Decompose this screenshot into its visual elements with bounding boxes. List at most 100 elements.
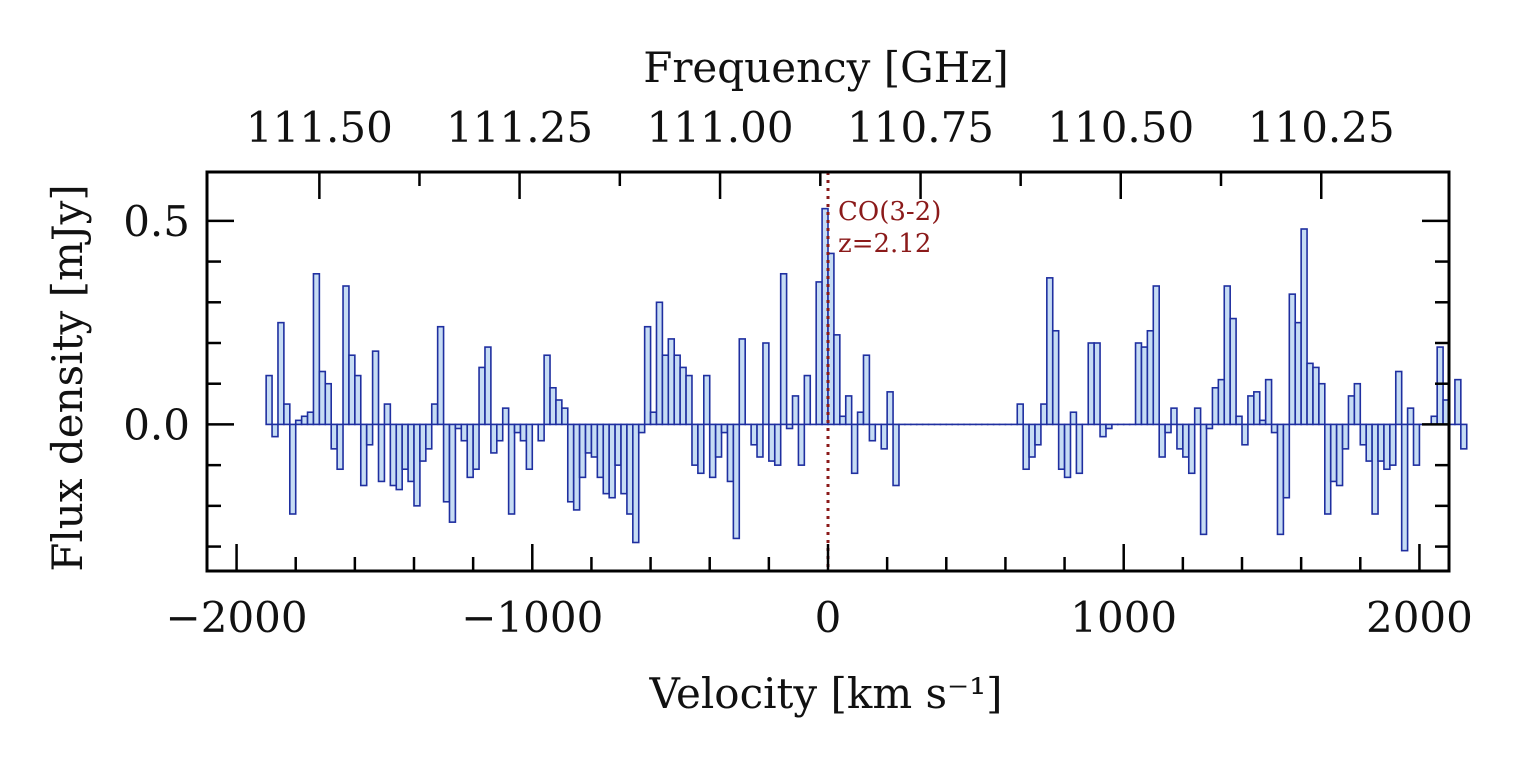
spectrum-bar [815, 281, 823, 426]
spectrum-bar [839, 415, 847, 426]
spectrum-bar [507, 423, 516, 515]
spectrum-bar [555, 399, 563, 426]
spectrum-bar [1075, 423, 1084, 475]
top-axis-title: Frequency [GHz] [643, 43, 1009, 92]
spectrum-bar [578, 423, 587, 479]
spectrum-bar [1205, 423, 1214, 430]
spectrum-bar [679, 366, 687, 426]
spectrum-bar [791, 395, 800, 426]
spectrum-bar [1347, 395, 1356, 426]
spectrum-bar [1057, 423, 1066, 471]
spectrum-bar [880, 423, 888, 450]
spectrum-bar [1069, 411, 1078, 426]
spectrum-bar [484, 346, 492, 426]
spectrum-bar [1324, 423, 1332, 515]
spectrum-bar [862, 354, 871, 426]
spectrum-bar [425, 423, 433, 450]
spectrum-bar [318, 370, 327, 426]
spectrum-bar [466, 423, 474, 479]
spectrum-bar [407, 423, 415, 483]
spectrum-bar [1193, 407, 1202, 426]
spectrum-bar [691, 423, 699, 466]
spectrum-bar [756, 423, 764, 458]
spectrum-bar [1412, 423, 1421, 466]
spectrum-bar [1400, 423, 1409, 552]
spectrum-bar [1176, 423, 1184, 450]
spectrum-bar [472, 423, 480, 471]
spectrum-bar [495, 423, 504, 442]
spectrum-bar [1253, 391, 1261, 426]
spectrum-bar [773, 423, 782, 466]
spectrum-bar [850, 423, 859, 475]
axis-tick-labels: −2000 −1000 0 1000 2000 111.50 111.25 111.00 110… [123, 103, 1473, 642]
spectrum-bar [389, 423, 398, 487]
spectrum-bar [265, 374, 273, 426]
spectrum-bar [1270, 423, 1279, 434]
spectrum-bar [294, 419, 303, 426]
tick-label: 110.25 [1248, 103, 1395, 152]
spectrum-bar [300, 415, 309, 426]
spectrum-bar [697, 423, 705, 475]
spectrum-bar [572, 423, 581, 511]
spectrum-bar [312, 272, 321, 426]
spectrum-bar [649, 411, 658, 426]
spectrum-bar [1134, 342, 1143, 426]
tick-label: 110.75 [847, 103, 994, 152]
spectrum-bar [1264, 378, 1273, 426]
tick-label: 1000 [1070, 593, 1177, 642]
spectrum-bar [1152, 285, 1161, 426]
tick-label: 111.25 [446, 103, 593, 152]
spectrum-bar [1016, 403, 1024, 426]
axis-ticks [207, 172, 1449, 571]
spectrum-bar [478, 366, 486, 426]
spectrum-bar [1164, 423, 1172, 434]
spectrum-bar [537, 423, 545, 442]
spectrum-bar [371, 350, 380, 426]
spectrum-bar [708, 423, 717, 479]
spectrum-bar [419, 423, 427, 462]
spectrum-bar [1022, 423, 1030, 471]
spectrum-bar [1306, 362, 1314, 426]
spectrum-bar [614, 423, 622, 466]
spectrum-bar [383, 403, 392, 426]
x-axis-title: Velocity [km s⁻¹] [649, 669, 1003, 718]
spectrum-bar [1211, 386, 1220, 426]
spectrum-bar [1034, 423, 1042, 446]
spectrum-bar [1394, 370, 1403, 426]
spectrum-bar [750, 423, 758, 446]
spectrum-bar [1087, 342, 1095, 426]
spectrum-bar [1454, 378, 1462, 426]
spectrum-bar [1460, 423, 1468, 450]
spectrum-bar [626, 423, 634, 515]
spectrum-bar [738, 338, 746, 426]
spectrum-bar [1051, 329, 1060, 426]
spectrum-bar [685, 374, 693, 426]
spectrum-bar [1341, 423, 1350, 450]
spectrum-bar [1235, 415, 1243, 426]
spectrum-bar [1389, 423, 1397, 466]
spectrum-bar [324, 382, 332, 426]
spectrum-bar [1406, 407, 1415, 426]
spectrum-bar [336, 423, 344, 471]
spectrum-bar [1229, 317, 1237, 426]
spectrum-bar [673, 354, 681, 426]
spectrum-bar [726, 423, 735, 483]
spectrum-bar [620, 423, 628, 495]
spectrum-bar [1063, 423, 1072, 479]
spectrum-bar [354, 374, 362, 426]
spectrum-bar [460, 423, 469, 442]
spectrum-bar [1093, 342, 1101, 426]
spectrum-bar [1318, 382, 1326, 426]
spectrum-bar [283, 403, 291, 426]
spectrum-bar [1099, 423, 1107, 438]
spectrum-bar [395, 423, 403, 491]
spectrum-bar [519, 423, 528, 442]
spectrum-bar [401, 423, 409, 471]
line-annotation-species: CO(3-2) [838, 197, 941, 227]
spectrum-bar [543, 354, 551, 426]
spectrum-bar [720, 423, 729, 434]
tick-label: −2000 [166, 593, 308, 642]
spectrum-bars [265, 207, 1468, 552]
spectrum-bar [1353, 382, 1362, 426]
